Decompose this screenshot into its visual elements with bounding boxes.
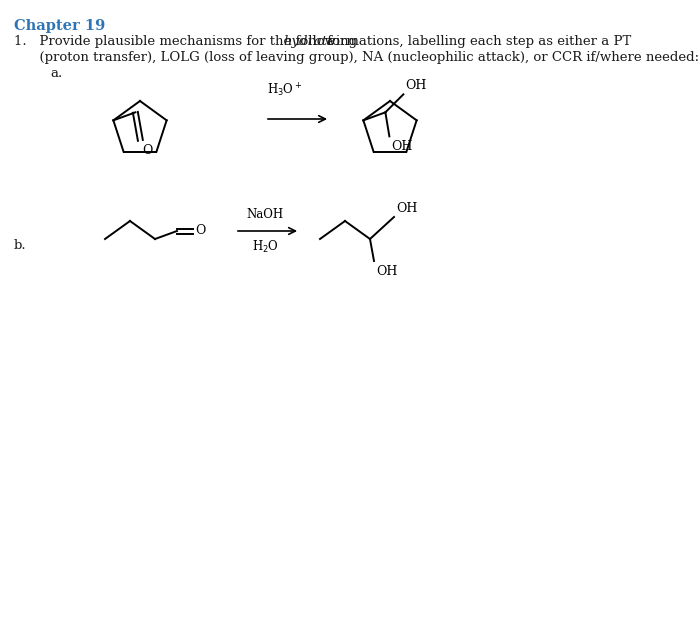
Text: NaOH: NaOH	[246, 208, 284, 221]
Text: OH: OH	[391, 140, 413, 153]
Text: formations, labelling each step as either a PT: formations, labelling each step as eithe…	[323, 35, 631, 48]
Text: Chapter 19: Chapter 19	[14, 19, 105, 33]
Text: b.: b.	[14, 239, 27, 252]
Text: (proton transfer), LOLG (loss of leaving group), NA (nucleophilic attack), or CC: (proton transfer), LOLG (loss of leaving…	[14, 51, 699, 64]
FancyArrowPatch shape	[238, 228, 295, 235]
Text: O: O	[142, 144, 153, 157]
Text: 1.   Provide plausible mechanisms for the following: 1. Provide plausible mechanisms for the …	[14, 35, 361, 48]
Text: H$_3$O$^+$: H$_3$O$^+$	[267, 82, 302, 99]
FancyArrowPatch shape	[268, 116, 326, 122]
Text: OH: OH	[396, 202, 417, 215]
Text: hydrate: hydrate	[283, 35, 335, 48]
Text: O: O	[195, 225, 205, 238]
Text: OH: OH	[376, 265, 398, 278]
Text: a.: a.	[50, 67, 62, 80]
Text: OH: OH	[405, 79, 427, 92]
Text: H$_2$O: H$_2$O	[251, 239, 279, 255]
